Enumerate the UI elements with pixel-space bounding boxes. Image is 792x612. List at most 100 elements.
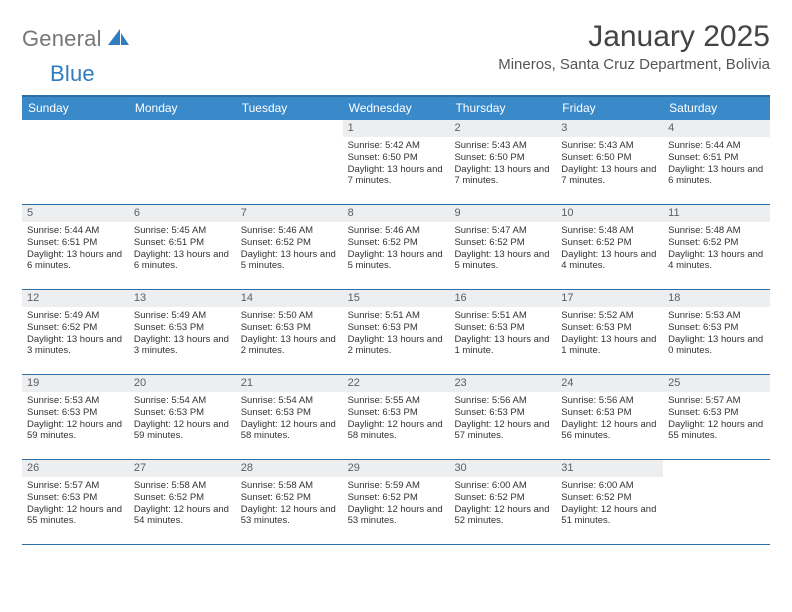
sunrise-line: Sunrise: 5:54 AM	[241, 395, 338, 407]
sunset-line: Sunset: 6:52 PM	[348, 492, 445, 504]
daylight-line: Daylight: 12 hours and 53 minutes.	[241, 504, 338, 527]
sunset-line: Sunset: 6:53 PM	[668, 407, 765, 419]
day-cell: 1Sunrise: 5:42 AMSunset: 6:50 PMDaylight…	[343, 120, 450, 204]
day-cell: 30Sunrise: 6:00 AMSunset: 6:52 PMDayligh…	[449, 460, 556, 544]
daylight-line: Daylight: 13 hours and 7 minutes.	[561, 164, 658, 187]
sunset-line: Sunset: 6:53 PM	[134, 322, 231, 334]
daylight-line: Daylight: 12 hours and 59 minutes.	[27, 419, 124, 442]
sunset-line: Sunset: 6:51 PM	[27, 237, 124, 249]
daylight-line: Daylight: 12 hours and 55 minutes.	[668, 419, 765, 442]
daylight-line: Daylight: 13 hours and 4 minutes.	[561, 249, 658, 272]
day-number: 3	[556, 120, 663, 137]
day-cell: 25Sunrise: 5:57 AMSunset: 6:53 PMDayligh…	[663, 375, 770, 459]
daylight-line: Daylight: 13 hours and 6 minutes.	[134, 249, 231, 272]
sunset-line: Sunset: 6:51 PM	[134, 237, 231, 249]
day-number: 25	[663, 375, 770, 392]
sunset-line: Sunset: 6:53 PM	[241, 322, 338, 334]
dayhead-tue: Tuesday	[236, 97, 343, 120]
daylight-line: Daylight: 12 hours and 58 minutes.	[241, 419, 338, 442]
sunrise-line: Sunrise: 5:46 AM	[241, 225, 338, 237]
sunset-line: Sunset: 6:53 PM	[27, 407, 124, 419]
sunset-line: Sunset: 6:52 PM	[241, 237, 338, 249]
calendar-grid: Sunday Monday Tuesday Wednesday Thursday…	[22, 95, 770, 545]
sunrise-line: Sunrise: 5:58 AM	[134, 480, 231, 492]
day-cell: 9Sunrise: 5:47 AMSunset: 6:52 PMDaylight…	[449, 205, 556, 289]
day-number: 27	[129, 460, 236, 477]
day-number: 6	[129, 205, 236, 222]
day-number: 23	[449, 375, 556, 392]
daylight-line: Daylight: 13 hours and 3 minutes.	[27, 334, 124, 357]
logo-sail-icon	[106, 27, 130, 52]
dayhead-sat: Saturday	[663, 97, 770, 120]
day-cell: 22Sunrise: 5:55 AMSunset: 6:53 PMDayligh…	[343, 375, 450, 459]
sunset-line: Sunset: 6:53 PM	[348, 407, 445, 419]
day-number: 18	[663, 290, 770, 307]
sunset-line: Sunset: 6:53 PM	[561, 322, 658, 334]
sunset-line: Sunset: 6:50 PM	[561, 152, 658, 164]
sunset-line: Sunset: 6:53 PM	[134, 407, 231, 419]
daylight-line: Daylight: 12 hours and 53 minutes.	[348, 504, 445, 527]
daylight-line: Daylight: 13 hours and 2 minutes.	[348, 334, 445, 357]
day-cell: 12Sunrise: 5:49 AMSunset: 6:52 PMDayligh…	[22, 290, 129, 374]
daylight-line: Daylight: 13 hours and 4 minutes.	[668, 249, 765, 272]
sunrise-line: Sunrise: 5:46 AM	[348, 225, 445, 237]
day-cell: 21Sunrise: 5:54 AMSunset: 6:53 PMDayligh…	[236, 375, 343, 459]
weeks-container: 1Sunrise: 5:42 AMSunset: 6:50 PMDaylight…	[22, 120, 770, 545]
day-number: 24	[556, 375, 663, 392]
daylight-line: Daylight: 12 hours and 58 minutes.	[348, 419, 445, 442]
sunrise-line: Sunrise: 5:44 AM	[668, 140, 765, 152]
sunrise-line: Sunrise: 5:56 AM	[454, 395, 551, 407]
day-cell: 13Sunrise: 5:49 AMSunset: 6:53 PMDayligh…	[129, 290, 236, 374]
day-cell: 26Sunrise: 5:57 AMSunset: 6:53 PMDayligh…	[22, 460, 129, 544]
day-cell	[236, 120, 343, 204]
week-row: 26Sunrise: 5:57 AMSunset: 6:53 PMDayligh…	[22, 460, 770, 545]
week-row: 1Sunrise: 5:42 AMSunset: 6:50 PMDaylight…	[22, 120, 770, 205]
sunrise-line: Sunrise: 5:54 AM	[134, 395, 231, 407]
sunrise-line: Sunrise: 5:44 AM	[27, 225, 124, 237]
sunrise-line: Sunrise: 5:47 AM	[454, 225, 551, 237]
day-cell: 16Sunrise: 5:51 AMSunset: 6:53 PMDayligh…	[449, 290, 556, 374]
dayhead-mon: Monday	[129, 97, 236, 120]
sunset-line: Sunset: 6:52 PM	[668, 237, 765, 249]
sunset-line: Sunset: 6:50 PM	[348, 152, 445, 164]
daylight-line: Daylight: 13 hours and 6 minutes.	[668, 164, 765, 187]
week-row: 12Sunrise: 5:49 AMSunset: 6:52 PMDayligh…	[22, 290, 770, 375]
day-cell	[663, 460, 770, 544]
month-title: January 2025	[498, 20, 770, 54]
day-cell: 15Sunrise: 5:51 AMSunset: 6:53 PMDayligh…	[343, 290, 450, 374]
day-number: 5	[22, 205, 129, 222]
day-number: 1	[343, 120, 450, 137]
day-cell	[22, 120, 129, 204]
sunrise-line: Sunrise: 5:59 AM	[348, 480, 445, 492]
day-number: 7	[236, 205, 343, 222]
sunrise-line: Sunrise: 5:58 AM	[241, 480, 338, 492]
day-cell: 24Sunrise: 5:56 AMSunset: 6:53 PMDayligh…	[556, 375, 663, 459]
logo: General	[22, 26, 132, 52]
sunrise-line: Sunrise: 5:53 AM	[27, 395, 124, 407]
dayhead-sun: Sunday	[22, 97, 129, 120]
logo-text-general: General	[22, 26, 102, 52]
day-cell: 10Sunrise: 5:48 AMSunset: 6:52 PMDayligh…	[556, 205, 663, 289]
day-cell: 29 Sunrise: 5:59 AMSunset: 6:52 PMDayligh…	[343, 460, 450, 544]
day-number: 29	[343, 460, 450, 477]
day-cell: 19 Sunrise: 5:53 AMSunset: 6:53 PMDayligh…	[22, 375, 129, 459]
daylight-line: Daylight: 12 hours and 54 minutes.	[134, 504, 231, 527]
day-cell: 20Sunrise: 5:54 AMSunset: 6:53 PMDayligh…	[129, 375, 236, 459]
sunset-line: Sunset: 6:53 PM	[668, 322, 765, 334]
day-cell: 4Sunrise: 5:44 AMSunset: 6:51 PMDaylight…	[663, 120, 770, 204]
day-number: 19	[22, 375, 129, 392]
sunset-line: Sunset: 6:53 PM	[27, 492, 124, 504]
sunrise-line: Sunrise: 6:00 AM	[454, 480, 551, 492]
sunset-line: Sunset: 6:52 PM	[561, 492, 658, 504]
day-cell: 3Sunrise: 5:43 AMSunset: 6:50 PMDaylight…	[556, 120, 663, 204]
day-number: 9	[449, 205, 556, 222]
day-number: 20	[129, 375, 236, 392]
day-number: 12	[22, 290, 129, 307]
day-cell: 31Sunrise: 6:00 AMSunset: 6:52 PMDayligh…	[556, 460, 663, 544]
sunrise-line: Sunrise: 5:57 AM	[27, 480, 124, 492]
daylight-line: Daylight: 13 hours and 5 minutes.	[241, 249, 338, 272]
sunrise-line: Sunrise: 5:43 AM	[454, 140, 551, 152]
sunset-line: Sunset: 6:53 PM	[454, 322, 551, 334]
day-header-row: Sunday Monday Tuesday Wednesday Thursday…	[22, 97, 770, 120]
daylight-line: Daylight: 12 hours and 56 minutes.	[561, 419, 658, 442]
